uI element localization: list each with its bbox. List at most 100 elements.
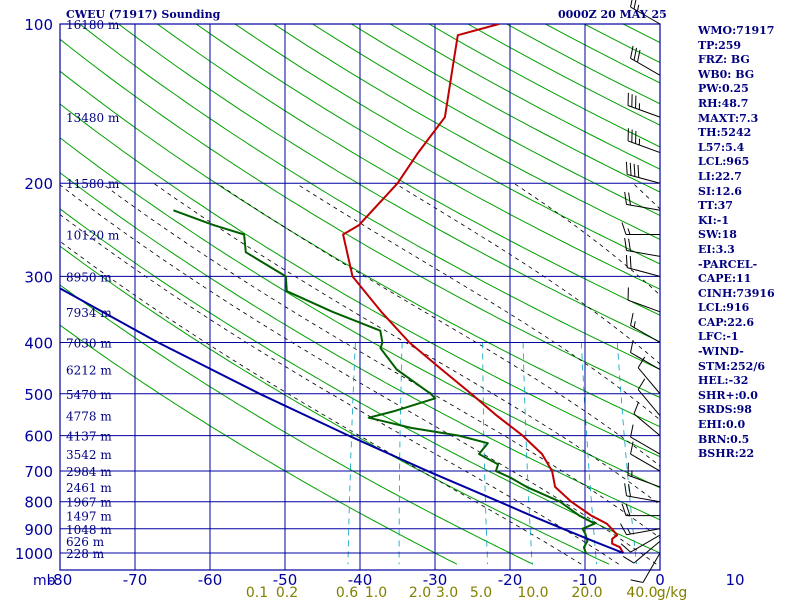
index-item: CAPE:11 (698, 272, 752, 286)
index-item: FRZ: BG (698, 53, 750, 67)
wind-barb (627, 92, 661, 118)
x-tick-label: -60 (198, 571, 223, 589)
index-item: -WIND- (698, 345, 744, 359)
height-label: 2461 m (66, 481, 112, 495)
height-label: 228 m (66, 547, 105, 561)
mixing-ratio-label: 20.0 (571, 585, 602, 600)
dry-adiabat (60, 284, 534, 565)
sounding-time: 0000Z 20 MAY 25 (558, 8, 667, 21)
x-tick-label: -80 (48, 571, 73, 589)
dry-adiabat (60, 70, 660, 428)
wind-barb (630, 0, 661, 25)
index-item: LCL:916 (698, 301, 750, 315)
index-item: STM:252/6 (698, 359, 765, 373)
index-item: EHI:0.0 (698, 418, 746, 432)
height-label: 13480 m (66, 111, 120, 125)
x-tick-label: -10 (573, 571, 598, 589)
y-tick-label: 400 (24, 334, 53, 352)
index-item: WMO:71917 (698, 24, 775, 37)
height-label: 626 m (66, 535, 105, 549)
index-item: RH:48.7 (698, 96, 749, 110)
height-label: 1497 m (66, 510, 112, 524)
index-item: SRDS:98 (698, 403, 752, 417)
height-label: 2984 m (66, 465, 112, 479)
y-tick-label: 900 (24, 521, 53, 539)
x-tick-label: -20 (498, 571, 523, 589)
y-tick-label: 300 (24, 268, 53, 286)
wind-barb (620, 534, 661, 553)
parcel-line (60, 287, 624, 554)
mixing-ratio-line (398, 342, 403, 565)
moist-adiabat (60, 240, 582, 565)
wind-barb (625, 161, 661, 184)
wind-barb (620, 523, 661, 536)
index-item: HEL:-32 (698, 374, 749, 388)
mixing-ratio-line (347, 342, 356, 565)
height-label: 4778 m (66, 410, 112, 424)
height-label: 7030 m (66, 336, 112, 350)
y-tick-label: 1000 (15, 545, 53, 563)
mixing-ratio-line (522, 342, 533, 565)
wind-barb (630, 312, 661, 343)
index-item: PW:0.25 (698, 82, 749, 96)
height-label: 11580 m (66, 177, 120, 191)
height-label: 6212 m (66, 364, 112, 378)
mixing-ratio-label: 10.0 (517, 585, 548, 600)
mixing-ratio-label: 0.6 (336, 585, 358, 600)
index-item: -PARCEL- (698, 257, 758, 271)
index-item: LCL:965 (698, 155, 750, 169)
index-item: LI:22.7 (698, 169, 742, 183)
index-item: CINH:73916 (698, 286, 775, 300)
dry-adiabat (60, 38, 660, 399)
moist-adiabat (153, 182, 660, 506)
mixing-ratio-line (580, 342, 597, 565)
plot-frame (59, 23, 661, 571)
y-tick-label: 100 (24, 16, 53, 34)
wind-barb (627, 287, 661, 313)
x-tick-label: -70 (123, 571, 148, 589)
mixing-ratio-label: 40.0 (626, 585, 657, 600)
mixing-ratio-label: g/kg (657, 585, 688, 600)
y-tick-label: 600 (24, 428, 53, 446)
x-tick-label: -30 (423, 571, 448, 589)
mixing-ratio-label: 3.0 (436, 585, 458, 600)
indices-list: WMO:71917 TP:259 FRZ: BG WB0: BG PW:0.25 RH:4… (698, 24, 775, 462)
moist-adiabat (60, 214, 620, 565)
index-item: TT:37 (698, 199, 733, 213)
mixing-ratio-label: 0.1 (246, 585, 268, 600)
height-label: 7934 m (66, 306, 112, 320)
dry-adiabat (60, 245, 610, 565)
index-item: SW:18 (698, 228, 737, 242)
index-item: CAP:22.6 (698, 315, 755, 329)
wind-barb (625, 254, 661, 277)
wind-barb (630, 340, 661, 370)
index-item: BRN:0.5 (698, 432, 750, 446)
index-item: TH:5242 (698, 126, 752, 140)
index-item: LFC:-1 (698, 330, 739, 344)
dry-adiabat (234, 24, 660, 265)
chart-title: CWEU (71917) Sounding (66, 8, 221, 21)
mixing-ratio-label: 2.0 (409, 585, 431, 600)
index-item: KI:-1 (698, 213, 729, 227)
index-item: BSHR:22 (698, 447, 755, 461)
wind-barb (630, 424, 661, 455)
height-label: 10120 m (66, 229, 120, 243)
dry-adiabat (157, 24, 660, 316)
index-item: L57:5.4 (698, 140, 745, 154)
x-tick-label: 0 (655, 571, 665, 589)
height-label: 3542 m (66, 448, 112, 462)
y-tick-label: 200 (24, 175, 53, 193)
height-label: 8950 m (66, 270, 112, 284)
dry-adiabat (195, 24, 660, 290)
moist-adiabat (60, 184, 657, 565)
y-tick-label: 700 (24, 463, 53, 481)
mixing-ratio-label: 5.0 (470, 585, 492, 600)
wind-barb (624, 483, 661, 503)
index-item: SHR+:0.0 (698, 388, 758, 402)
index-item: WB0: BG (698, 67, 755, 81)
height-label: 16180 m (66, 18, 120, 32)
mixing-ratio-line (482, 342, 488, 565)
wind-barb (630, 45, 661, 76)
dry-adiabat (79, 24, 660, 370)
